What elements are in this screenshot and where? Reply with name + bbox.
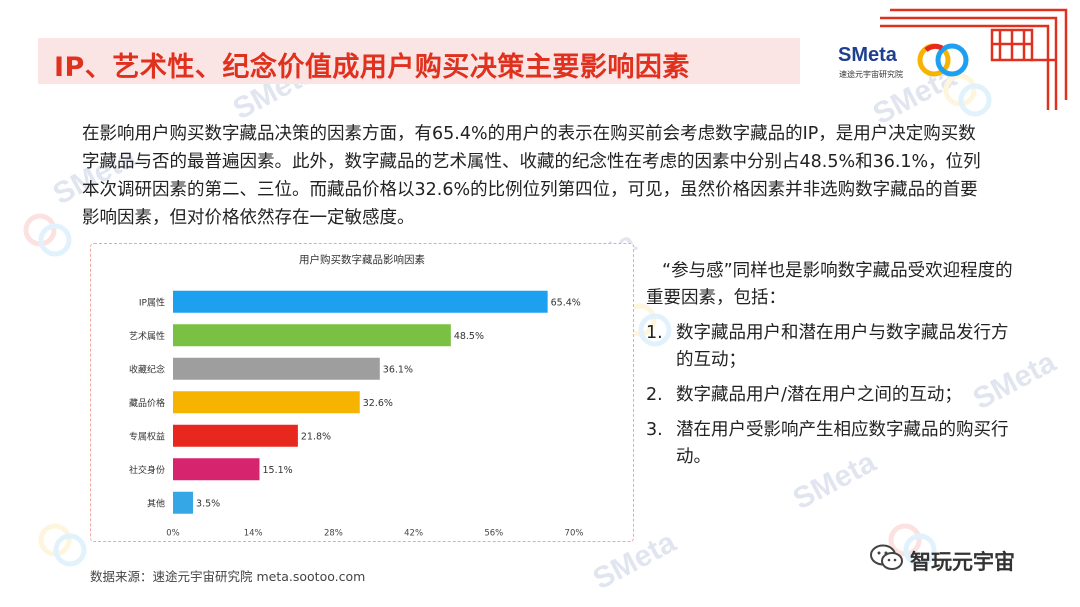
x-tick-label: 28% xyxy=(324,529,343,539)
side-item-number: 2. xyxy=(646,385,663,405)
smeta-logo: SMeta 速途元宇宙研究院 xyxy=(838,43,978,84)
side-item-number: 3. xyxy=(646,420,663,440)
category-label: 专属权益 xyxy=(129,430,165,442)
category-label: IP属性 xyxy=(139,296,165,308)
wechat-account: 智玩元宇宙 xyxy=(870,542,1070,576)
category-label: 社交身份 xyxy=(129,464,165,476)
x-tick-label: 56% xyxy=(484,529,503,539)
data-label: 36.1% xyxy=(383,364,413,375)
data-label: 3.5% xyxy=(196,498,220,509)
bar-2 xyxy=(173,357,380,380)
data-source: 数据来源：速途元宇宙研究院 meta.sootoo.com xyxy=(90,569,366,584)
x-tick-label: 14% xyxy=(244,529,263,539)
category-label: 其他 xyxy=(147,497,165,509)
bar-chart: 用户购买数字藏品影响因素 IP属性 65.4% 艺术属性 48.5% 收藏纪念 36.1%… xyxy=(129,253,584,539)
x-tick-label: 70% xyxy=(565,529,584,539)
logo-text: SMeta xyxy=(838,44,897,66)
data-label: 32.6% xyxy=(363,398,393,409)
x-tick-label: 42% xyxy=(404,529,423,539)
category-label: 藏品价格 xyxy=(129,397,165,409)
bar-6 xyxy=(173,491,194,514)
data-label: 21.8% xyxy=(301,431,331,442)
bar-1 xyxy=(173,324,451,347)
logo-rings-icon xyxy=(917,43,969,77)
bar-0 xyxy=(173,290,548,313)
side-list-item: 3. 潜在用户受影响产生相应数字藏品的购买行动。 xyxy=(646,417,1016,471)
side-panel: “参与感”同样也是影响数字藏品受欢迎程度的重要因素，包括： 1. 数字藏品用户和… xyxy=(646,258,1016,479)
data-label: 48.5% xyxy=(454,331,484,342)
category-label: 收藏纪念 xyxy=(129,363,165,375)
page-title: IP、艺术性、纪念价值成用户购买决策主要影响因素 xyxy=(54,52,690,83)
bar-5 xyxy=(173,458,260,481)
chart-container: 用户购买数字藏品影响因素 IP属性 65.4% 艺术属性 48.5% 收藏纪念 36.1%… xyxy=(90,243,634,542)
side-item-number: 1. xyxy=(646,323,663,343)
decorative-frame xyxy=(880,8,1068,110)
data-label: 15.1% xyxy=(263,465,293,476)
side-intro: “参与感”同样也是影响数字藏品受欢迎程度的重要因素，包括： xyxy=(646,261,1013,308)
intro-paragraph: 在影响用户购买数字藏品决策的因素方面，有65.4%的用户的表示在购买前会考虑数字… xyxy=(82,124,981,228)
x-tick-label: 0% xyxy=(166,529,180,539)
logo-subtitle: 速途元宇宙研究院 xyxy=(839,70,903,79)
side-list-item: 2. 数字藏品用户/潜在用户之间的互动； xyxy=(646,382,1016,409)
bar-4 xyxy=(173,424,298,447)
title-bar: IP、艺术性、纪念价值成用户购买决策主要影响因素 xyxy=(38,38,800,84)
wechat-name: 智玩元宇宙 xyxy=(910,550,1015,574)
side-item-text: 数字藏品用户/潜在用户之间的互动； xyxy=(676,385,962,405)
side-list-item: 1. 数字藏品用户和潜在用户与数字藏品发行方的互动； xyxy=(646,320,1016,374)
category-label: 艺术属性 xyxy=(129,330,165,342)
side-item-text: 数字藏品用户和潜在用户与数字藏品发行方的互动； xyxy=(676,323,1009,370)
side-item-text: 潜在用户受影响产生相应数字藏品的购买行动。 xyxy=(676,420,1009,467)
data-label: 65.4% xyxy=(551,297,581,308)
wechat-icon xyxy=(870,544,903,570)
chart-title: 用户购买数字藏品影响因素 xyxy=(299,253,425,266)
bar-3 xyxy=(173,391,360,414)
